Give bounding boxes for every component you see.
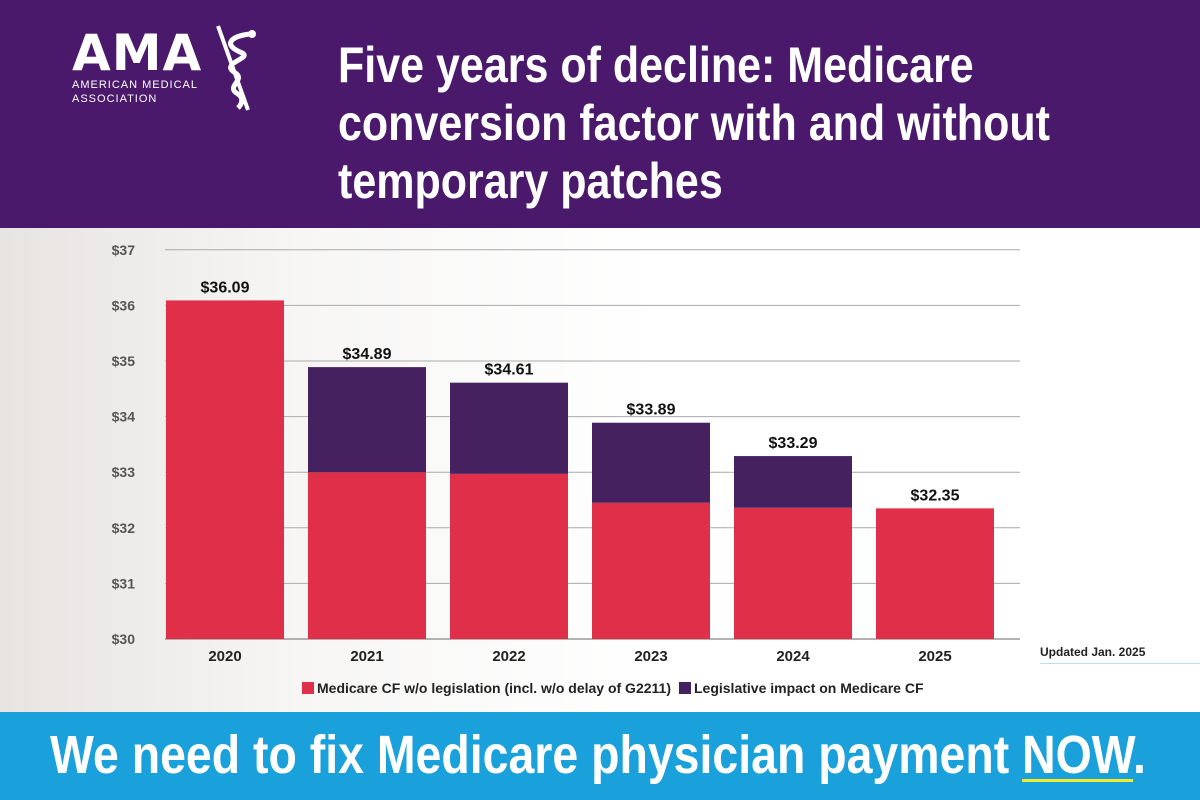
bar-legislative <box>734 456 852 508</box>
bar-chart: $30 $31 $32 $33 $34 $35 $36 $37 $36.09 2020 $34.89… <box>112 242 1020 665</box>
y-tick-label: $33 <box>112 464 136 480</box>
x-tick-label: 2021 <box>350 648 383 665</box>
legend-swatch-legislative <box>678 682 691 694</box>
updated-note: Updated Jan. 2025 <box>1040 645 1200 664</box>
y-tick-label: $34 <box>112 409 136 425</box>
staff-of-asclepius-icon <box>216 25 256 111</box>
cta-text: We need to fix Medicare physician paymen… <box>50 725 1023 785</box>
legend-item-base: Medicare CF w/o legislation (incl. w/o d… <box>302 680 671 696</box>
x-tick-label: 2022 <box>492 648 525 665</box>
y-tick-label: $30 <box>112 631 136 647</box>
legend-label-base: Medicare CF w/o legislation (incl. w/o d… <box>317 680 671 696</box>
page-title: Five years of decline: Medicare conversi… <box>338 37 1050 209</box>
call-to-action: We need to fix Medicare physician paymen… <box>50 724 1146 786</box>
x-tick-label: 2025 <box>918 648 951 665</box>
bar-legislative <box>450 382 568 474</box>
logo-subtext: AMERICAN MEDICAL ASSOCIATION <box>72 79 198 105</box>
bar-base <box>308 472 426 639</box>
x-tick-label: 2023 <box>634 648 667 665</box>
bar-base <box>734 507 852 639</box>
data-label: $34.61 <box>485 362 534 379</box>
data-label: $34.89 <box>343 346 392 363</box>
chart-area: $30 $31 $32 $33 $34 $35 $36 $37 $36.09 2020 $34.89… <box>0 228 1200 712</box>
bar-base <box>450 473 568 639</box>
y-tick-label: $31 <box>112 575 136 591</box>
legend-swatch-base <box>302 682 314 694</box>
data-label: $36.09 <box>201 279 250 296</box>
legend-item-legislative: Legislative impact on Medicare CF <box>678 680 924 696</box>
cta-period: . <box>1133 725 1146 785</box>
bar-base <box>166 300 284 639</box>
cta-emphasis: NOW <box>1022 725 1134 785</box>
bar-base <box>592 502 710 639</box>
header-banner: AMA AMERICAN MEDICAL ASSOCIATION Five ye… <box>0 0 1200 228</box>
x-tick-label: 2020 <box>208 648 241 665</box>
logo-text: AMA <box>72 24 203 82</box>
legend: Medicare CF w/o legislation (incl. w/o d… <box>302 680 924 696</box>
data-label: $33.89 <box>627 402 676 419</box>
y-tick-label: $35 <box>112 353 136 369</box>
legend-label-legislative: Legislative impact on Medicare CF <box>693 680 924 696</box>
bar-base <box>876 508 994 639</box>
bar-legislative <box>308 367 426 473</box>
y-tick-label: $36 <box>112 297 136 313</box>
y-tick-label: $37 <box>112 242 136 258</box>
x-tick-label: 2024 <box>776 648 810 665</box>
data-label: $32.35 <box>911 487 960 504</box>
ama-logo: AMA AMERICAN MEDICAL ASSOCIATION <box>72 28 212 106</box>
bar-legislative <box>592 422 710 503</box>
y-tick-label: $32 <box>112 520 136 536</box>
data-label: $33.29 <box>769 435 818 452</box>
footer-banner: We need to fix Medicare physician paymen… <box>0 712 1200 800</box>
